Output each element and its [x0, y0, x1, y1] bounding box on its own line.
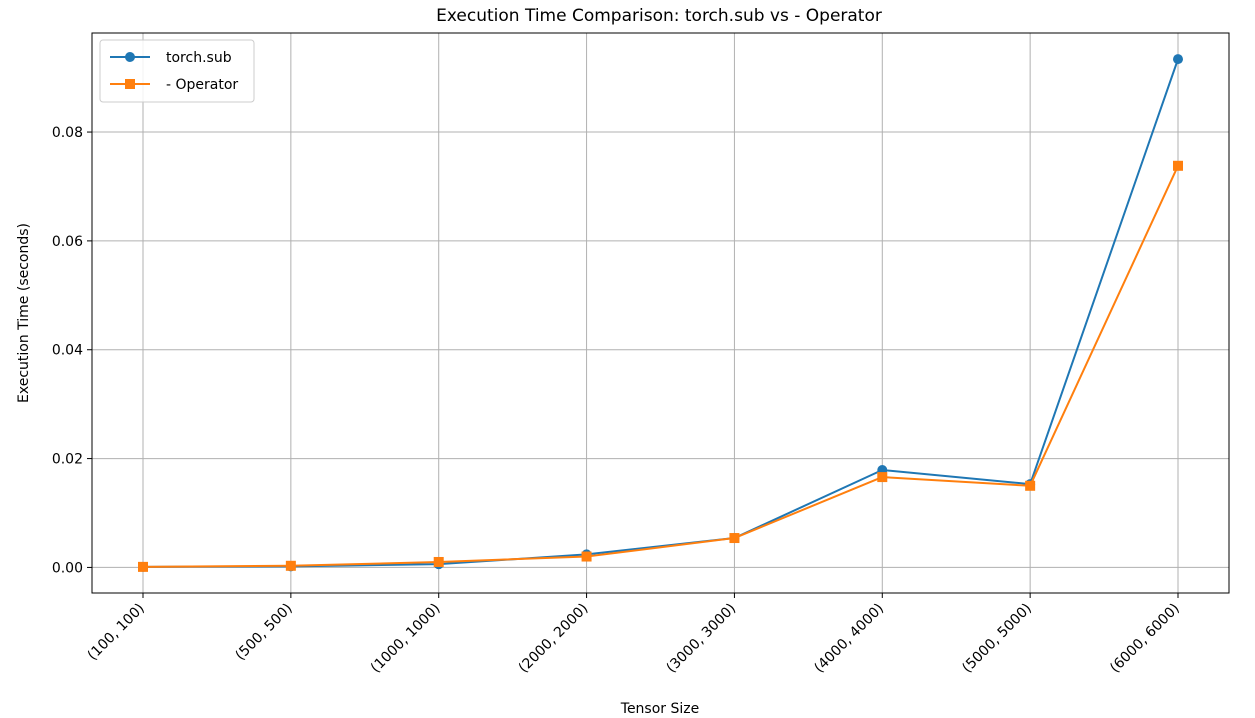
data-point-operator [1025, 480, 1036, 491]
data-point-torch-sub [1173, 54, 1183, 65]
y-axis-ticks: 0.00 0.02 0.04 0.06 0.08 [52, 125, 92, 576]
y-axis-label: Execution Time (seconds) [16, 223, 32, 403]
y-tick-label: 0.02 [52, 452, 83, 468]
legend-label-torch-sub: torch.sub [166, 50, 232, 66]
y-tick-label: 0.08 [52, 125, 83, 141]
series-group [138, 54, 1183, 572]
series-line-operator [142, 165, 1179, 568]
data-point-operator [729, 533, 740, 544]
y-tick-label: 0.04 [52, 343, 83, 359]
legend-marker-operator [125, 79, 135, 89]
legend-label-operator: - Operator [166, 77, 238, 93]
y-tick-label: 0.00 [52, 560, 83, 576]
data-point-operator [285, 560, 296, 571]
x-axis-label: Tensor Size [620, 701, 699, 717]
legend: torch.sub - Operator [99, 39, 255, 103]
legend-box [99, 39, 255, 103]
legend-marker-torch-sub [125, 52, 135, 62]
data-point-operator [138, 561, 148, 572]
plot-frame [91, 32, 1230, 594]
data-point-operator [877, 472, 888, 483]
data-point-operator [1173, 160, 1183, 171]
data-point-operator [433, 556, 444, 567]
data-point-operator [581, 551, 592, 562]
chart-title: Execution Time Comparison: torch.sub vs … [436, 6, 882, 26]
y-tick-label: 0.06 [52, 234, 83, 250]
